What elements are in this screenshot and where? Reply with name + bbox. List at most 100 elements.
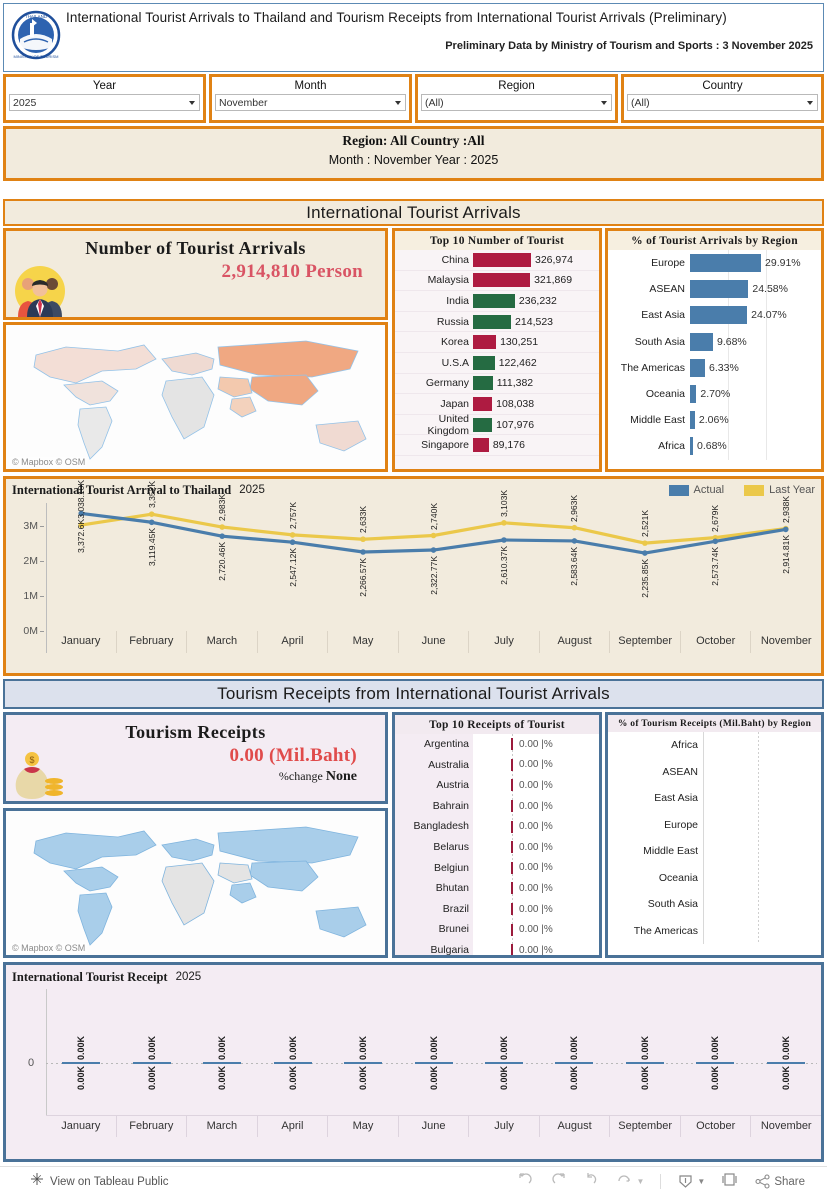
table-row[interactable]: Africa 0.68% (608, 433, 821, 459)
data-point[interactable] (360, 536, 366, 543)
table-row[interactable]: China 326,974 (395, 250, 599, 271)
data-point[interactable] (203, 1062, 242, 1064)
table-row[interactable]: Middle East (608, 838, 821, 865)
share-button[interactable]: Share (754, 1173, 805, 1190)
data-point[interactable] (766, 1062, 805, 1064)
region-label: The Americas (633, 924, 698, 937)
table-row[interactable]: Austria 0.00 |% (395, 775, 599, 796)
data-point[interactable] (484, 1062, 523, 1064)
table-row[interactable]: Japan 108,038 (395, 394, 599, 415)
table-row[interactable]: Bahrain 0.00 |% (395, 795, 599, 817)
receipts-change-value: None (325, 769, 357, 784)
table-row[interactable]: Africa (608, 732, 821, 759)
receipts-choropleth-map[interactable]: © Mapbox © OSM (3, 808, 388, 958)
data-point[interactable] (571, 538, 578, 544)
legend-item[interactable]: Actual (668, 484, 724, 496)
data-point[interactable] (132, 1062, 171, 1064)
redo-icon[interactable] (550, 1171, 567, 1193)
filter-country-dropdown[interactable]: (All) (627, 94, 818, 111)
data-point[interactable] (642, 550, 648, 556)
data-point[interactable] (430, 532, 437, 539)
receipts-line-chart[interactable]: International Tourist Receipt 2025 0 Jan… (3, 962, 824, 1162)
data-point[interactable] (782, 526, 789, 533)
data-point[interactable] (414, 1062, 453, 1064)
download-icon[interactable]: ▼ (677, 1173, 705, 1190)
table-row[interactable]: Singapore 89,176 (395, 435, 599, 456)
data-point[interactable] (571, 524, 578, 531)
table-row[interactable]: South Asia 9.68% (608, 329, 821, 355)
data-point[interactable] (219, 533, 225, 539)
table-row[interactable]: Europe (608, 812, 821, 839)
chevron-down-icon[interactable]: ▼ (697, 1177, 706, 1186)
chevron-down-icon[interactable]: ▼ (636, 1177, 645, 1186)
data-point[interactable] (273, 1062, 312, 1064)
data-point[interactable] (360, 549, 366, 555)
data-point[interactable] (148, 511, 155, 517)
data-point[interactable] (501, 537, 507, 543)
table-row[interactable]: Bangladesh 0.00 |% (395, 816, 599, 837)
data-point[interactable] (78, 522, 85, 528)
data-point[interactable] (555, 1062, 594, 1064)
table-row[interactable]: ASEAN 24.58% (608, 276, 821, 302)
filter-month-dropdown[interactable]: November (215, 94, 406, 111)
table-row[interactable]: The Americas (608, 918, 821, 945)
data-point[interactable] (289, 532, 296, 538)
chevron-down-icon[interactable] (395, 100, 401, 105)
arrivals-line-chart[interactable]: International Tourist Arrival to Thailan… (3, 476, 824, 676)
value-label: 0.00 |% (519, 903, 553, 915)
chevron-down-icon[interactable] (189, 100, 195, 105)
table-row[interactable]: U.S.A 122,462 (395, 353, 599, 374)
filter-year-dropdown[interactable]: 2025 (9, 94, 200, 111)
filter-value: November (219, 96, 268, 109)
share-label[interactable]: Share (774, 1175, 805, 1188)
table-row[interactable]: Brazil 0.00 |% (395, 898, 599, 920)
table-row[interactable]: Europe 29.91% (608, 250, 821, 276)
table-row[interactable]: Malaysia 321,869 (395, 271, 599, 292)
tableau-logo-icon[interactable] (30, 1172, 44, 1191)
refresh-icon[interactable]: ▼ (616, 1173, 644, 1190)
data-point[interactable] (712, 538, 719, 545)
x-tick-label: March (186, 631, 257, 653)
table-row[interactable]: Brunei 0.00 |% (395, 919, 599, 940)
table-row[interactable]: India 236,232 (395, 291, 599, 312)
table-row[interactable]: Russia 214,523 (395, 312, 599, 333)
legend-item[interactable]: Last Year (744, 484, 815, 496)
arrivals-choropleth-map[interactable]: © Mapbox © OSM (3, 322, 388, 472)
data-point[interactable] (501, 520, 507, 526)
table-row[interactable]: Bulgaria 0.00 |% (395, 939, 599, 955)
table-row[interactable]: United Kingdom 107,976 (395, 413, 599, 437)
table-row[interactable]: South Asia (608, 891, 821, 918)
table-row[interactable]: Belgiun 0.00 |% (395, 857, 599, 879)
data-point[interactable] (430, 547, 437, 553)
undo-icon[interactable] (517, 1171, 534, 1193)
data-point[interactable] (78, 510, 85, 517)
table-row[interactable]: Belarus 0.00 |% (395, 836, 599, 858)
country-label: U.S.A (441, 356, 469, 369)
data-point[interactable] (219, 524, 225, 530)
table-row[interactable]: The Americas 6.33% (608, 355, 821, 381)
data-point[interactable] (344, 1062, 383, 1064)
view-on-tableau-public-link[interactable]: View on Tableau Public (50, 1175, 169, 1188)
table-row[interactable]: Oceania (608, 865, 821, 892)
table-row[interactable]: Middle East 2.06% (608, 407, 821, 433)
data-point[interactable] (148, 519, 155, 526)
table-row[interactable]: Bhutan 0.00 |% (395, 878, 599, 899)
data-point[interactable] (642, 540, 648, 546)
table-row[interactable]: Oceania 2.70% (608, 381, 821, 407)
chevron-down-icon[interactable] (601, 100, 607, 105)
data-point[interactable] (696, 1062, 735, 1064)
table-row[interactable]: Germany 111,382 (395, 374, 599, 395)
table-row[interactable]: Australia 0.00 |% (395, 754, 599, 776)
data-point[interactable] (625, 1062, 664, 1064)
chevron-down-icon[interactable] (807, 100, 813, 105)
fullscreen-icon[interactable] (721, 1171, 738, 1193)
data-point[interactable] (62, 1062, 101, 1064)
table-row[interactable]: East Asia (608, 785, 821, 812)
table-row[interactable]: Argentina 0.00 |% (395, 734, 599, 755)
filter-region-dropdown[interactable]: (All) (421, 94, 612, 111)
data-point[interactable] (289, 539, 296, 546)
revert-icon[interactable] (583, 1171, 600, 1193)
table-row[interactable]: Korea 130,251 (395, 332, 599, 353)
table-row[interactable]: ASEAN (608, 759, 821, 786)
table-row[interactable]: East Asia 24.07% (608, 302, 821, 328)
